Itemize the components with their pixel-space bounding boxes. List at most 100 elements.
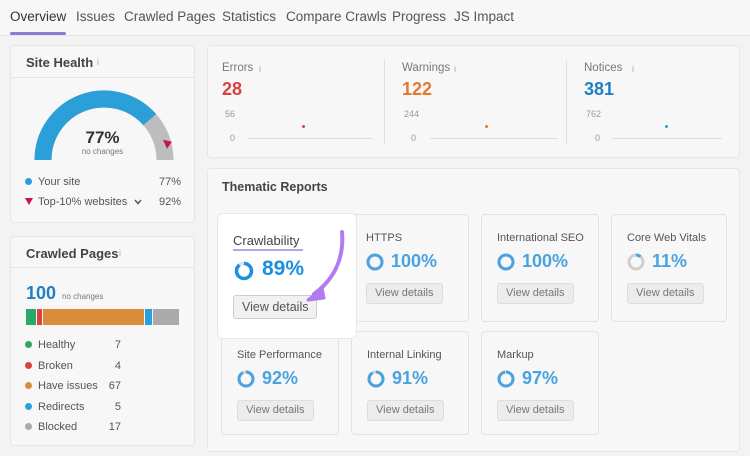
legend-label: Broken xyxy=(38,360,73,372)
dot-icon xyxy=(25,178,32,185)
warnings-baseline xyxy=(430,138,558,139)
legend-your-site: Your site 77% xyxy=(25,176,181,188)
site-health-sub: no changes xyxy=(81,147,124,156)
legend-value: 4 xyxy=(114,360,121,372)
notices-tick-bottom: 0 xyxy=(595,133,601,143)
dot-icon xyxy=(25,423,32,430)
report-percent: 91% xyxy=(392,368,429,388)
errors-label: Errors xyxy=(222,62,254,74)
dot-icon xyxy=(25,362,32,369)
progress-ring-icon xyxy=(237,370,255,388)
errors-value[interactable]: 28 xyxy=(222,79,243,99)
legend-value: 92% xyxy=(158,196,181,208)
tab-progress[interactable]: Progress xyxy=(392,9,447,24)
view-details-button[interactable]: View details xyxy=(366,283,443,304)
notices-baseline xyxy=(612,138,722,139)
view-details-button[interactable]: View details xyxy=(497,283,574,304)
report-percent: 11% xyxy=(652,251,688,271)
divider xyxy=(11,267,194,268)
errors-tick-top: 56 xyxy=(225,109,236,119)
report-markup[interactable]: Markup 97% View details xyxy=(481,331,599,435)
report-site-performance[interactable]: Site Performance 92% View details xyxy=(221,331,339,435)
tab-statistics[interactable]: Statistics xyxy=(222,9,277,24)
progress-ring-icon xyxy=(366,253,384,271)
chevron-down-icon[interactable] xyxy=(134,199,142,205)
notices-label: Notices xyxy=(584,62,623,74)
divider xyxy=(11,77,194,78)
dot-icon xyxy=(25,403,32,410)
active-tab-indicator xyxy=(10,32,66,35)
bar-segment xyxy=(145,309,153,325)
legend-value: 7 xyxy=(114,339,121,351)
tab-compare-crawls[interactable]: Compare Crawls xyxy=(286,9,387,24)
legend-value: 5 xyxy=(114,401,121,413)
report-title: Internal Linking xyxy=(367,349,442,361)
bar-segment xyxy=(26,309,37,325)
legend-value: 17 xyxy=(108,421,121,433)
info-icon[interactable]: i xyxy=(259,64,261,74)
title-underline xyxy=(233,249,303,251)
legend-label: Redirects xyxy=(38,401,85,413)
tab-crawled-pages[interactable]: Crawled Pages xyxy=(124,9,216,24)
bar-segment xyxy=(152,309,179,325)
report-core-web-vitals[interactable]: Core Web Vitals 11% View details xyxy=(611,214,727,322)
crawled-pages-sub: no changes xyxy=(62,292,104,301)
view-details-button[interactable]: View details xyxy=(233,295,318,319)
progress-ring-icon xyxy=(627,253,645,271)
site-health-percent: 77% xyxy=(85,128,120,147)
notices-trend-point xyxy=(665,125,668,128)
report-percent: 100% xyxy=(391,251,438,271)
legend-have-issues[interactable]: Have issues 67 xyxy=(25,380,121,392)
view-details-button[interactable]: View details xyxy=(497,400,574,421)
report-internal-linking[interactable]: Internal Linking 91% View details xyxy=(351,331,469,435)
legend-label: Have issues xyxy=(38,380,98,392)
issues-metrics-card: Errors i 28 56 0 Warnings i 122 244 0 No… xyxy=(207,45,740,158)
dot-icon xyxy=(25,382,32,389)
legend-value: 67 xyxy=(108,380,121,392)
info-icon[interactable]: i xyxy=(632,64,634,74)
legend-healthy[interactable]: Healthy 7 xyxy=(25,339,121,351)
tab-js-impact[interactable]: JS Impact xyxy=(454,9,515,24)
triangle-down-icon xyxy=(25,198,33,205)
report-percent: 92% xyxy=(262,368,299,388)
tab-issues[interactable]: Issues xyxy=(76,9,116,24)
report-title: Core Web Vitals xyxy=(627,232,707,244)
legend-label: Your site xyxy=(38,176,81,188)
legend-label: Blocked xyxy=(38,421,78,433)
annotation-arrow-icon xyxy=(306,230,345,302)
report-https[interactable]: HTTPS 100% View details xyxy=(350,214,469,322)
divider xyxy=(566,60,567,144)
legend-label: Healthy xyxy=(38,339,76,351)
report-title: Site Performance xyxy=(237,349,322,361)
progress-ring-icon xyxy=(497,370,515,388)
tab-overview[interactable]: Overview xyxy=(10,9,67,24)
report-percent: 100% xyxy=(522,251,569,271)
warnings-value[interactable]: 122 xyxy=(402,79,433,99)
report-title: Crawlability xyxy=(233,233,300,248)
info-icon[interactable]: i xyxy=(97,57,99,67)
report-title: International SEO xyxy=(497,232,584,244)
legend-redirects[interactable]: Redirects 5 xyxy=(25,401,121,413)
crawled-pages-card: Crawled Pages i 100 no changes Healthy 7… xyxy=(10,236,195,446)
progress-ring-icon xyxy=(367,370,385,388)
legend-label: Top-10% websites xyxy=(38,196,128,208)
report-title: Markup xyxy=(497,349,534,361)
crawled-pages-bar xyxy=(26,309,179,325)
legend-top-websites[interactable]: Top-10% websites 92% xyxy=(25,196,181,208)
legend-blocked[interactable]: Blocked 17 xyxy=(25,421,121,433)
view-details-button[interactable]: View details xyxy=(237,400,314,421)
warnings-label: Warnings xyxy=(402,62,451,74)
info-icon[interactable]: i xyxy=(119,248,121,258)
legend-broken[interactable]: Broken 4 xyxy=(25,360,121,372)
report-international-seo[interactable]: International SEO 100% View details xyxy=(481,214,599,322)
view-details-button[interactable]: View details xyxy=(627,283,704,304)
report-percent: 89% xyxy=(262,257,305,280)
notices-value[interactable]: 381 xyxy=(584,79,615,99)
divider xyxy=(384,60,385,144)
crawled-pages-count: 100 xyxy=(26,283,57,303)
site-health-title: Site Health xyxy=(26,55,94,70)
errors-baseline xyxy=(248,138,373,139)
view-details-button[interactable]: View details xyxy=(367,400,444,421)
info-icon[interactable]: i xyxy=(454,64,456,74)
bar-segment xyxy=(36,309,43,325)
